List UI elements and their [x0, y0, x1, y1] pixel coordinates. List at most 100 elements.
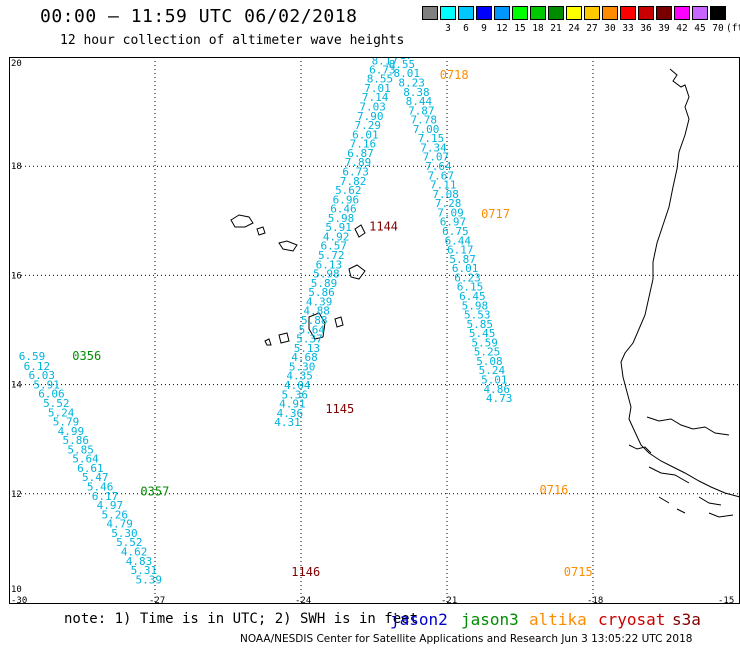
track-middle: 7.807.798.338.198.808.176.738.557.017.14… — [274, 57, 401, 579]
y-tick-label: 16 — [11, 271, 22, 281]
wave-height-value: 6.23 — [454, 271, 481, 284]
wave-height-value: 7.28 — [435, 197, 462, 210]
x-tick-label: -27 — [149, 596, 165, 604]
wave-height-value: 5.25 — [474, 346, 501, 359]
wave-height-value: 6.73 — [369, 63, 396, 76]
wave-height-value: 4.92 — [323, 230, 350, 243]
wave-height-value: 5.85 — [466, 318, 493, 331]
x-tick-label: -24 — [295, 596, 311, 604]
wave-height-value: 6.06 — [38, 388, 64, 401]
wave-height-value: 7.64 — [425, 160, 452, 173]
wave-height-value: 7.87 — [408, 104, 435, 117]
track-left: 6.596.126.035.916.065.525.245.794.995.86… — [19, 349, 170, 586]
scale-label: 27 — [586, 23, 598, 34]
pass-time-label: 0718 — [440, 68, 469, 82]
wave-height-value: 6.03 — [28, 369, 55, 382]
wave-height-value: 5.87 — [449, 253, 476, 266]
y-tick-label: 14 — [11, 381, 22, 391]
wave-height-value: 7.16 — [350, 138, 377, 151]
wave-height-value: 5.01 — [481, 374, 508, 387]
wave-height-value: 7.00 — [413, 123, 440, 136]
scale-label: 3 — [445, 23, 451, 34]
wave-height-value: 5.52 — [43, 397, 70, 410]
wave-height-value: 8.55 — [367, 73, 394, 86]
wave-height-value: 7.82 — [340, 175, 367, 188]
scale-swatch — [476, 6, 492, 20]
wave-height-value: 6.01 — [452, 262, 479, 275]
scale-label: 70 — [712, 23, 724, 34]
footer-note: note: 1) Time is in UTC; 2) SWH is in fe… — [64, 611, 419, 627]
scale-label: 12 — [496, 23, 508, 34]
legend-jason3: jason3 — [461, 610, 519, 629]
scale-label: 36 — [640, 23, 652, 34]
wave-height-value: 5.30 — [111, 527, 138, 540]
island-sao-vicente — [256, 226, 266, 236]
wave-height-value: 5.98 — [462, 299, 489, 312]
pass-time-label: 1145 — [325, 402, 354, 416]
wave-height-value: 6.17 — [447, 244, 474, 257]
wave-height-value: 5.86 — [63, 434, 90, 447]
axis-ticks: -30 -27 -24 -21 -18 -15 20 18 16 14 12 10 — [11, 59, 734, 604]
wave-height-value: 7.15 — [418, 132, 445, 145]
page-title: 00:00 – 11:59 UTC 06/02/2018 — [40, 6, 358, 27]
wave-height-value: 7.11 — [430, 179, 457, 192]
legend-s3a: s3a — [672, 610, 701, 629]
wave-height-value: 6.61 — [77, 462, 104, 475]
credit-line: NOAA/NESDIS Center for Satellite Applica… — [240, 633, 693, 645]
y-tick-label: 20 — [11, 59, 22, 69]
scale-swatch — [656, 6, 672, 20]
legend-cryosat: cryosat — [598, 610, 666, 629]
wave-height-value: 5.98 — [313, 268, 340, 281]
wave-height-value: 4.73 — [486, 392, 513, 405]
island-boa-vista — [348, 264, 366, 280]
scale-label: 15 — [514, 23, 526, 34]
x-tick-label: -30 — [11, 596, 27, 604]
scale-swatch — [674, 6, 690, 20]
wave-height-value: 7.78 — [411, 114, 438, 127]
wave-height-value: 6.96 — [333, 193, 360, 206]
x-tick-label: -15 — [718, 596, 734, 604]
wave-height-value: 5.79 — [53, 416, 80, 429]
header: 00:00 – 11:59 UTC 06/02/2018 12 hour col… — [0, 0, 740, 56]
scale-swatch — [458, 6, 474, 20]
scale-swatch — [440, 6, 456, 20]
wave-height-value: 7.08 — [432, 188, 459, 201]
pass-time-label: 0717 — [481, 207, 510, 221]
wave-height-value: 5.36 — [282, 388, 309, 401]
wave-height-value: 5.98 — [328, 212, 355, 225]
scale-label: 18 — [532, 23, 544, 34]
scale-swatch — [422, 6, 438, 20]
wave-height-value: 4.79 — [106, 518, 133, 531]
y-tick-label: 10 — [11, 585, 22, 595]
pass-time-label: 1144 — [369, 220, 398, 234]
wave-height-value: 7.17 — [386, 57, 413, 62]
altimeter-tracks: 6.596.126.035.916.065.525.245.794.995.86… — [19, 57, 593, 586]
wave-height-value: 7.09 — [437, 206, 464, 219]
wave-height-value: 5.91 — [33, 378, 60, 391]
scale-swatch — [494, 6, 510, 20]
wave-height-value: 5.24 — [48, 406, 75, 419]
wave-height-value: 6.59 — [19, 350, 46, 363]
island-santiago — [308, 312, 326, 340]
scale-label: 9 — [481, 23, 487, 34]
scale-swatch — [584, 6, 600, 20]
wave-height-value: 5.26 — [101, 508, 128, 521]
wave-height-value: 6.13 — [316, 258, 343, 271]
scale-swatch — [566, 6, 582, 20]
wave-height-value: 8.80 — [374, 57, 401, 59]
wave-height-value: 4.97 — [97, 499, 124, 512]
map-panel: -30 -27 -24 -21 -18 -15 20 18 16 14 12 10 6.59 6.12 6… — [9, 57, 740, 604]
wave-height-value: 4.36 — [277, 407, 304, 420]
wave-height-value: 8.01 — [393, 67, 420, 80]
island-sal — [354, 224, 366, 238]
wave-height-value: 4.88 — [303, 305, 330, 318]
scale-label: 30 — [604, 23, 616, 34]
wave-height-value: 7.14 — [362, 91, 389, 104]
wave-height-value: 7.34 — [420, 141, 447, 154]
wave-height-value: 4.68 — [291, 351, 318, 364]
island-santo-antao — [230, 214, 254, 228]
wave-height-value: 7.67 — [428, 169, 455, 182]
scale-label: 42 — [676, 23, 688, 34]
wave-height-value: 6.57 — [320, 240, 347, 253]
